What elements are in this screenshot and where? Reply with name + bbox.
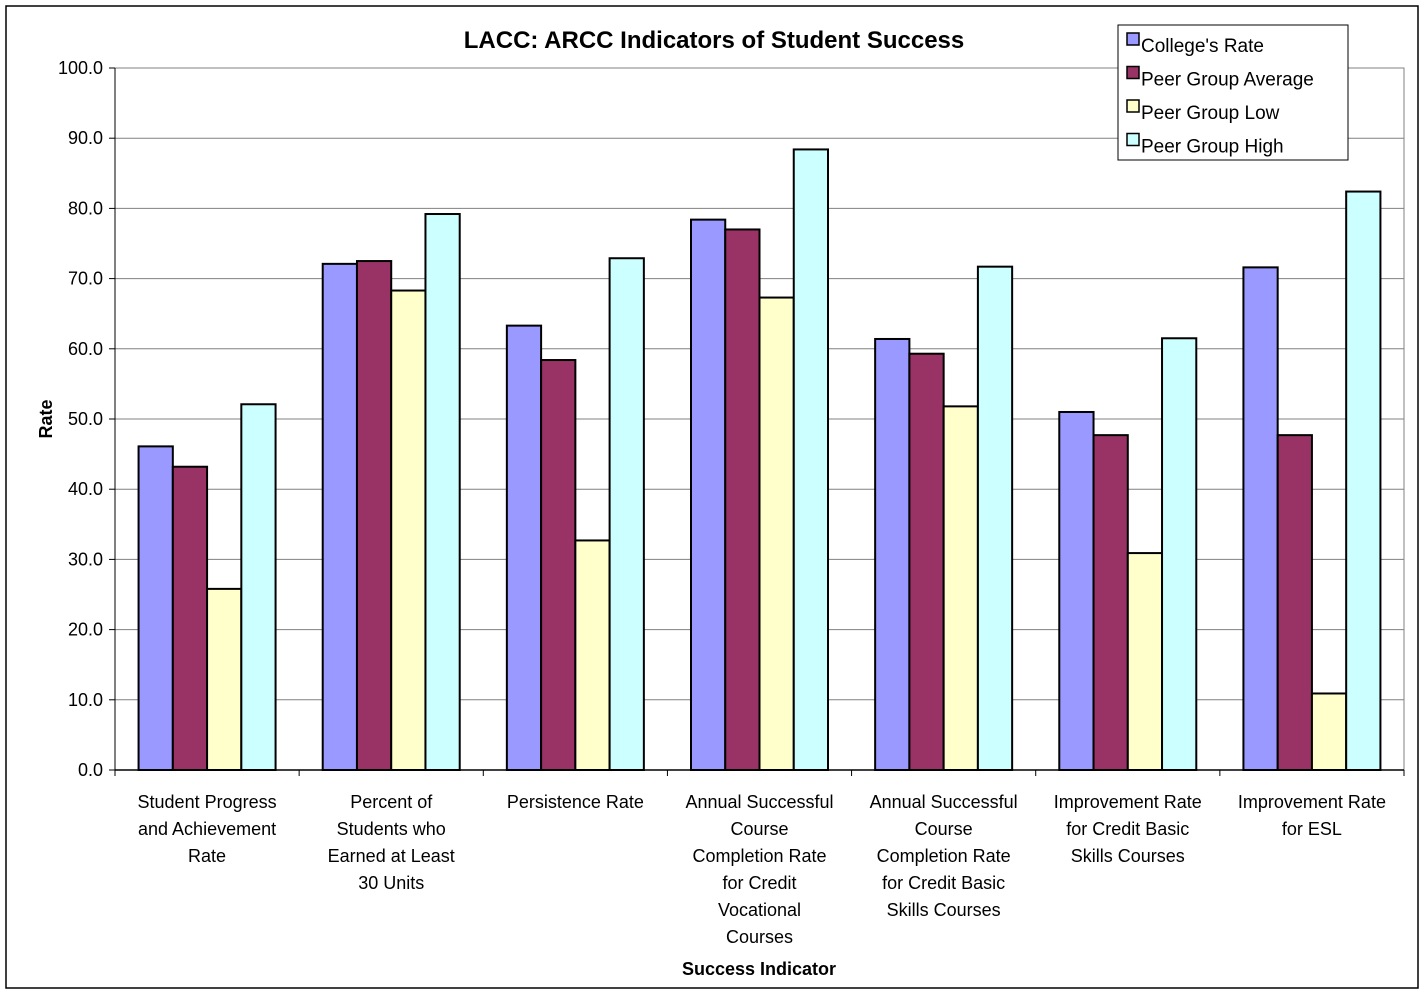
bar-college-s-rate-5 bbox=[1058, 410, 1095, 771]
bar-peer-group-average-0 bbox=[171, 465, 209, 771]
bar-peer-group-average-1 bbox=[355, 260, 393, 771]
bar-peer-group-low-3 bbox=[758, 296, 795, 771]
bar-peer-group-high-2 bbox=[608, 257, 645, 771]
bar-college-s-rate-4 bbox=[874, 337, 911, 771]
x-category-label: Improvement Rate bbox=[1054, 792, 1202, 812]
x-category-label: Annual Successful bbox=[685, 792, 833, 812]
axes-group: 0.0 10.0 20.0 30.0 40.0 50.0 60.0 70.0 80.0 90.0 1… bbox=[58, 58, 1405, 947]
y-tick-label: 70.0 bbox=[68, 269, 103, 289]
x-category-label: 30 Units bbox=[358, 873, 424, 893]
bar-college-s-rate-6 bbox=[1242, 266, 1279, 771]
x-category-label: Vocational bbox=[718, 900, 801, 920]
bars-group bbox=[137, 148, 1382, 772]
x-category-label: Completion Rate bbox=[877, 846, 1011, 866]
x-category-label: Persistence Rate bbox=[507, 792, 644, 812]
y-tick-label: 80.0 bbox=[68, 198, 103, 218]
legend-swatch bbox=[1126, 132, 1140, 147]
bar-peer-group-average-2 bbox=[540, 359, 577, 771]
legend-swatch bbox=[1126, 99, 1140, 113]
legend: College's Rate Peer Group Average Peer Gro… bbox=[1117, 24, 1349, 161]
y-tick-label: 100.0 bbox=[58, 58, 103, 78]
legend-box bbox=[1117, 24, 1349, 161]
x-category-label: Improvement Rate bbox=[1238, 792, 1386, 812]
bar-peer-group-average-6 bbox=[1276, 434, 1313, 771]
x-category-label: for ESL bbox=[1282, 819, 1342, 839]
bar-peer-group-average-5 bbox=[1092, 434, 1129, 771]
x-category-label: Student Progress bbox=[138, 792, 277, 812]
x-category-label: Rate bbox=[188, 846, 226, 866]
bar-peer-group-low-4 bbox=[942, 405, 979, 771]
legend-label: Peer Group High bbox=[1141, 137, 1284, 158]
x-category-label: Courses bbox=[726, 927, 793, 947]
x-category-label: Annual Successful bbox=[870, 792, 1018, 812]
bar-college-s-rate-1 bbox=[321, 262, 358, 771]
legend-label: Peer Group Average bbox=[1141, 70, 1314, 91]
legend-swatch bbox=[1126, 32, 1140, 46]
y-tick-label: 20.0 bbox=[68, 620, 103, 640]
y-tick-label: 40.0 bbox=[68, 479, 103, 499]
legend-label: College's Rate bbox=[1141, 36, 1264, 57]
bar-peer-group-high-6 bbox=[1345, 190, 1382, 771]
bar-peer-group-low-2 bbox=[574, 539, 611, 771]
x-category-label: Course bbox=[915, 819, 973, 839]
x-category-label: Completion Rate bbox=[692, 846, 826, 866]
y-tick-label: 90.0 bbox=[68, 128, 103, 148]
y-tick-label: 0.0 bbox=[78, 760, 103, 780]
x-category-label: Students who bbox=[337, 819, 446, 839]
y-axis-title: Rate bbox=[36, 399, 56, 438]
x-category-label: for Credit Basic bbox=[882, 873, 1005, 893]
bar-peer-group-high-5 bbox=[1161, 337, 1198, 771]
y-tick-label: 50.0 bbox=[68, 409, 103, 429]
bar-peer-group-high-4 bbox=[976, 265, 1014, 771]
bar-peer-group-high-3 bbox=[792, 148, 830, 771]
x-category-label: Skills Courses bbox=[1071, 846, 1185, 866]
x-category-label: Percent of bbox=[350, 792, 433, 812]
legend-label: Peer Group Low bbox=[1141, 103, 1280, 124]
bar-peer-group-average-4 bbox=[908, 352, 945, 771]
bar-peer-group-high-1 bbox=[424, 213, 461, 772]
y-tick-label: 30.0 bbox=[68, 549, 103, 569]
bar-peer-group-high-0 bbox=[240, 403, 277, 771]
y-tick-label: 10.0 bbox=[68, 690, 103, 710]
x-category-label: Earned at Least bbox=[328, 846, 455, 866]
x-category-label: Course bbox=[730, 819, 788, 839]
chart-title: LACC: ARCC Indicators of Student Success bbox=[464, 27, 965, 54]
bar-peer-group-low-5 bbox=[1126, 552, 1164, 771]
x-category-label: and Achievement bbox=[138, 819, 276, 839]
bar-college-s-rate-3 bbox=[689, 218, 727, 771]
x-category-label: Skills Courses bbox=[887, 900, 1001, 920]
bar-peer-group-low-0 bbox=[206, 587, 243, 771]
legend-swatch bbox=[1126, 65, 1140, 80]
y-tick-label: 60.0 bbox=[68, 339, 103, 359]
x-axis-title: Success Indicator bbox=[682, 959, 836, 979]
x-category-label: for Credit Basic bbox=[1066, 819, 1189, 839]
x-category-label: for Credit bbox=[722, 873, 796, 893]
bar-peer-group-average-3 bbox=[724, 228, 761, 771]
bar-college-s-rate-2 bbox=[505, 324, 543, 771]
bar-peer-group-low-6 bbox=[1310, 692, 1348, 771]
bar-peer-group-low-1 bbox=[390, 289, 427, 771]
bar-college-s-rate-0 bbox=[137, 445, 174, 771]
